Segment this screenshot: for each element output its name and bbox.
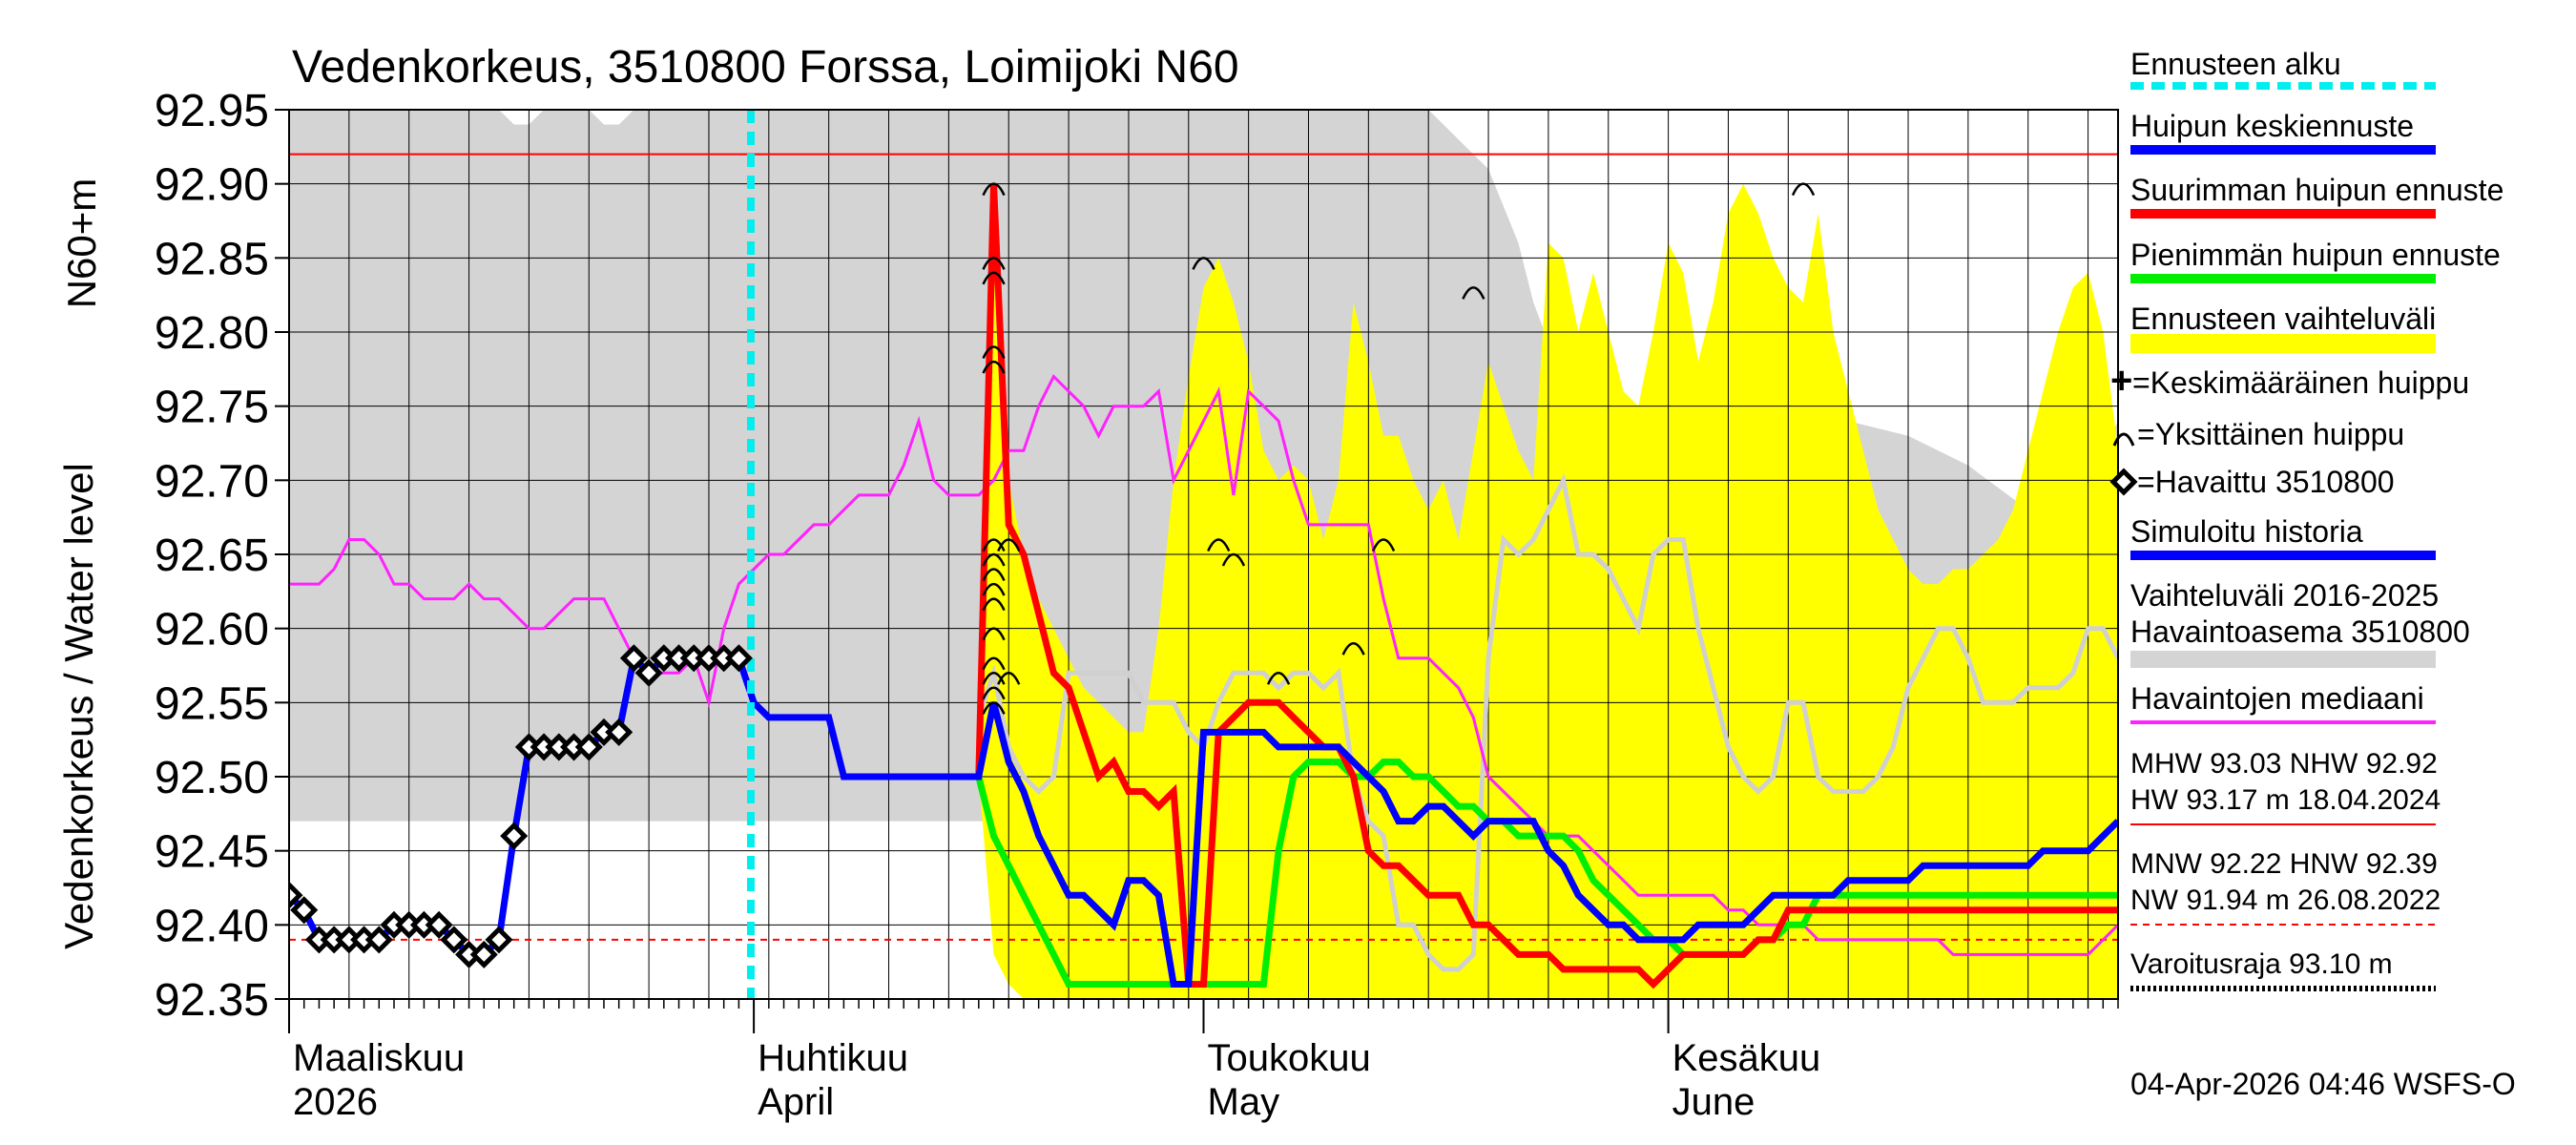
legend-plus-icon: +: [2110, 360, 2132, 402]
observed-point: [634, 658, 663, 687]
month-label-en: June: [1672, 1081, 1755, 1123]
y-tick-label: 92.50: [155, 753, 269, 803]
y-axis-unit-label: N60+m: [59, 178, 104, 309]
single-peak-marker: [982, 568, 1006, 582]
observed-point: [485, 926, 513, 954]
single-peak-marker: [982, 701, 1006, 715]
y-tick-label: 92.90: [155, 160, 269, 211]
observed-point: [500, 822, 529, 850]
y-tick-label: 92.95: [155, 86, 269, 136]
y-tick-label: 92.40: [155, 901, 269, 951]
observed-point: [289, 881, 303, 909]
single-peak-marker: [982, 360, 1006, 374]
single-peak-marker: [982, 627, 1006, 641]
single-peak-marker: [1341, 641, 1365, 656]
legend-forecast-start-label: Ennusteen alku: [2130, 47, 2341, 81]
footer-timestamp: 04-Apr-2026 04:46 WSFS-O: [2130, 1067, 2516, 1101]
legend-warn-label: Varoitusraja 93.10 m: [2130, 948, 2393, 980]
observed-point: [619, 644, 648, 673]
observed-point: [605, 718, 634, 746]
single-peak-marker: [1462, 286, 1485, 300]
legend-median-label: Havaintojen mediaani: [2130, 681, 2424, 716]
observed-point: [290, 896, 319, 925]
legend-range-line1: Vaihteluväli 2016-2025: [2130, 578, 2439, 613]
y-tick-label: 92.80: [155, 308, 269, 359]
single-peak-marker: [1207, 538, 1231, 552]
single-peak-marker: [1371, 538, 1396, 552]
y-axis-ticks: 92.35 92.40 92.45 92.50 92.55 92.60 92.65 92.70…: [155, 86, 289, 1026]
median-line: [289, 374, 2118, 956]
legend-range-line2: Havaintoasema 3510800: [2130, 614, 2470, 649]
y-tick-label: 92.70: [155, 456, 269, 507]
simulated-history-line: [976, 472, 2118, 972]
y-tick-label: 92.35: [155, 975, 269, 1026]
single-peak-marker: [982, 182, 1006, 197]
y-axis-label: Vedenkorkeus / Water level: [56, 463, 101, 949]
month-label-en: April: [758, 1081, 834, 1123]
chart-title: Vedenkorkeus, 3510800 Forssa, Loimijoki …: [292, 42, 1239, 93]
observed-point: [440, 926, 468, 954]
legend-min-label: Pienimmän huipun ennuste: [2130, 238, 2501, 272]
single-peak-marker: [982, 597, 1006, 612]
single-peak-marker: [982, 271, 1006, 285]
single-peak-marker: [982, 345, 1006, 360]
observed-point: [574, 733, 603, 761]
single-peak-marker: [982, 656, 1006, 671]
single-peak-marker: [1192, 257, 1215, 270]
y-tick-label: 92.45: [155, 827, 269, 878]
single-peak-marker: [982, 686, 1006, 700]
legend-single-peak-icon: [2112, 432, 2135, 447]
legend-observed-label: =Havaittu 3510800: [2137, 465, 2395, 499]
legend-band-label: Ennusteen vaihteluväli: [2130, 302, 2436, 336]
legend: Ennusteen alku Huipun keskiennuste Suuri…: [2109, 47, 2503, 991]
max-peak-forecast-line: [975, 183, 2118, 989]
single-peak-marker: [1266, 672, 1291, 685]
month-label-en: May: [1208, 1081, 1280, 1123]
month-label-fi: Huhtikuu: [758, 1037, 908, 1079]
legend-observed-diamond-icon: [2109, 468, 2138, 496]
y-tick-label: 92.55: [155, 678, 269, 729]
month-label-fi: Maaliskuu: [293, 1037, 465, 1079]
observed-point: [425, 910, 453, 939]
single-peak-marker: [982, 672, 1006, 685]
single-peak-marker: [1221, 552, 1246, 567]
y-tick-label: 92.65: [155, 531, 269, 581]
legend-avg-peak-label: =Keskimääräinen huippu: [2132, 365, 2469, 400]
y-tick-label: 92.85: [155, 234, 269, 284]
single-peaks: [982, 182, 1816, 715]
legend-nw-line2: NW 91.94 m 26.08.2022: [2130, 885, 2441, 916]
month-label-fi: Kesäkuu: [1672, 1037, 1821, 1079]
legend-max-label: Suurimman huipun ennuste: [2130, 173, 2503, 207]
single-peak-marker: [982, 552, 1006, 567]
min-peak-forecast-line: [975, 759, 2118, 988]
legend-hw-line2: HW 93.17 m 18.04.2024: [2130, 784, 2441, 816]
observed-points: [289, 644, 753, 968]
legend-mean-label: Huipun keskiennuste: [2130, 109, 2414, 143]
legend-band-swatch: [2130, 334, 2436, 353]
y-tick-label: 92.60: [155, 605, 269, 656]
month-label-en: 2026: [293, 1081, 378, 1123]
observed-point: [469, 940, 498, 968]
observed-point: [724, 644, 753, 673]
single-peak-marker: [1791, 182, 1816, 197]
single-peak-marker: [982, 582, 1006, 596]
observed-point: [364, 926, 393, 954]
single-peak-marker: [982, 257, 1006, 270]
legend-nw-line1: MNW 92.22 HNW 92.39: [2130, 848, 2438, 880]
y-tick-label: 92.75: [155, 383, 269, 433]
legend-sim-label: Simuloitu historia: [2130, 514, 2363, 549]
legend-single-peak-label: =Yksittäinen huippu: [2137, 417, 2404, 451]
month-label-fi: Toukokuu: [1208, 1037, 1371, 1079]
single-peak-marker: [997, 538, 1021, 552]
legend-range-swatch: [2130, 651, 2436, 668]
grid-lines: [289, 110, 2118, 999]
single-peak-marker: [982, 538, 1006, 552]
legend-hw-line1: MHW 93.03 NHW 92.92: [2130, 748, 2438, 780]
single-peak-marker: [997, 672, 1021, 685]
